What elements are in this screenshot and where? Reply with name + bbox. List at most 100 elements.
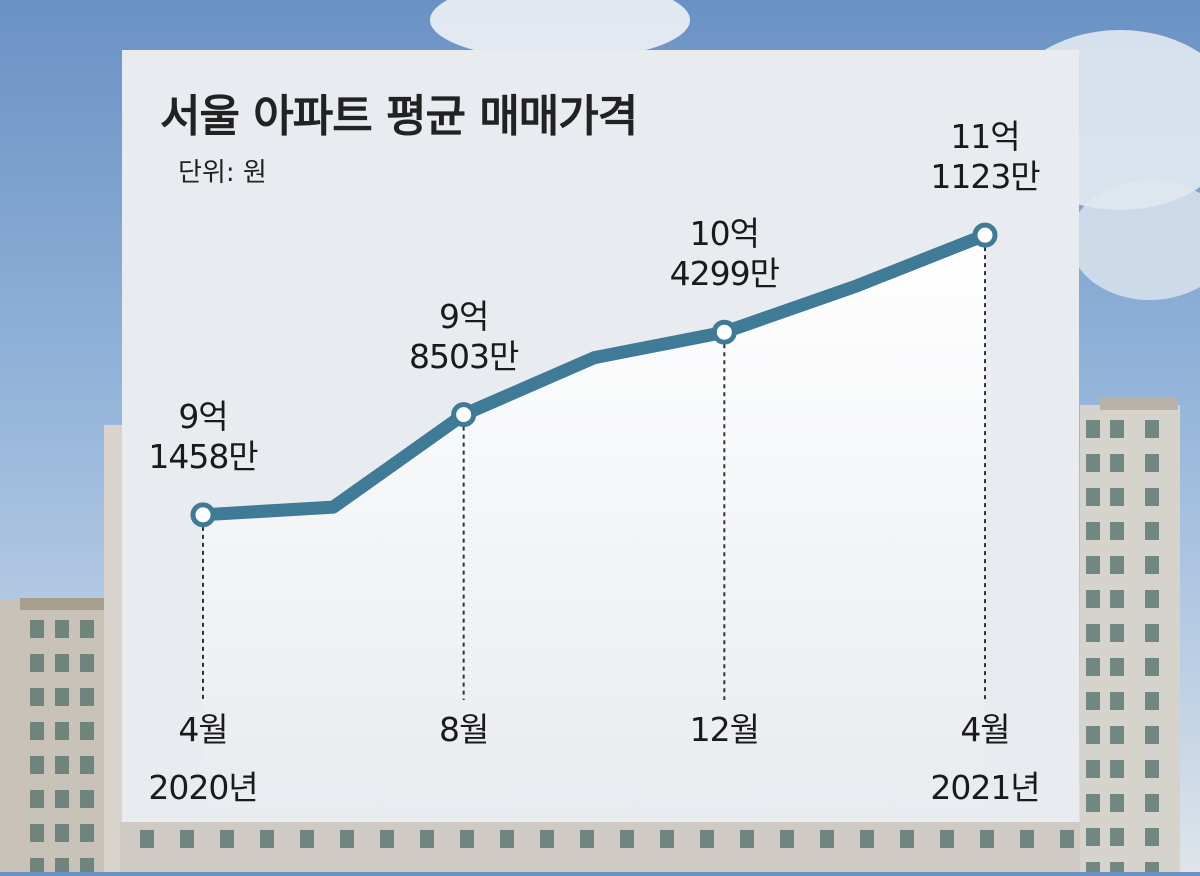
window: [1145, 726, 1159, 744]
building-bottom: [120, 822, 1080, 872]
window: [1145, 522, 1159, 540]
window: [900, 830, 914, 848]
window: [340, 830, 354, 848]
window: [55, 756, 69, 774]
data-label: 10억 4299만: [634, 214, 814, 294]
window: [1020, 830, 1034, 848]
window: [1086, 828, 1100, 846]
series-line: [196, 228, 992, 522]
chart-title: 서울 아파트 평균 매매가격: [160, 91, 638, 142]
window: [500, 830, 514, 848]
window: [140, 830, 154, 848]
cloud: [430, 0, 690, 60]
window: [260, 830, 274, 848]
window: [1110, 760, 1124, 778]
building-roof: [20, 598, 110, 610]
window: [1110, 692, 1124, 710]
window: [1086, 624, 1100, 642]
window: [1145, 794, 1159, 812]
window: [1110, 420, 1124, 438]
window: [55, 620, 69, 638]
window: [80, 722, 94, 740]
window: [30, 790, 44, 808]
window: [80, 824, 94, 842]
window: [30, 722, 44, 740]
data-label-man: 1458만: [148, 436, 258, 476]
window: [1145, 624, 1159, 642]
window: [780, 830, 794, 848]
building-windows: [30, 420, 1159, 876]
window: [1060, 830, 1074, 848]
window: [1110, 658, 1124, 676]
window: [1110, 590, 1124, 608]
window: [1086, 658, 1100, 676]
window: [30, 654, 44, 672]
data-label-man: 1123만: [930, 157, 1040, 197]
window: [1145, 658, 1159, 676]
window: [30, 688, 44, 706]
data-label-man: 8503만: [408, 336, 519, 376]
unit-label: 단위: 원: [178, 158, 267, 188]
window: [1110, 556, 1124, 574]
window: [220, 830, 234, 848]
window: [1110, 794, 1124, 812]
window: [700, 830, 714, 848]
window: [1110, 454, 1124, 472]
window: [1145, 420, 1159, 438]
data-label-eok: 9억: [438, 296, 489, 336]
area-fill: [203, 235, 985, 821]
window: [1086, 760, 1100, 778]
window: [1086, 522, 1100, 540]
window: [30, 756, 44, 774]
window: [1145, 454, 1159, 472]
window: [55, 790, 69, 808]
window: [1145, 590, 1159, 608]
window: [1086, 692, 1100, 710]
x-tick-month: 8월: [438, 710, 489, 749]
window: [540, 830, 554, 848]
window: [1086, 726, 1100, 744]
window: [580, 830, 594, 848]
data-point: [451, 402, 477, 428]
window: [1086, 488, 1100, 506]
window: [1145, 556, 1159, 574]
window: [620, 830, 634, 848]
window: [820, 830, 834, 848]
window: [1145, 488, 1159, 506]
window: [300, 830, 314, 848]
window: [1110, 522, 1124, 540]
data-label-eok: 11억: [950, 117, 1020, 157]
x-tick-year: 2020년: [148, 768, 258, 807]
data-point: [190, 502, 216, 528]
window: [55, 722, 69, 740]
window: [1110, 828, 1124, 846]
window: [55, 654, 69, 672]
data-label: 11억 1123만: [895, 117, 1075, 197]
data-label-eok: 9억: [178, 396, 228, 436]
window: [1086, 794, 1100, 812]
window: [30, 824, 44, 842]
window: [1110, 624, 1124, 642]
window: [180, 830, 194, 848]
x-tick-month: 4월: [178, 710, 228, 749]
building-tower: [104, 425, 122, 872]
window: [940, 830, 954, 848]
window: [1145, 760, 1159, 778]
window: [1086, 590, 1100, 608]
data-point: [711, 319, 737, 345]
window: [460, 830, 474, 848]
window: [1145, 692, 1159, 710]
window: [1086, 556, 1100, 574]
window: [80, 756, 94, 774]
window: [1086, 420, 1100, 438]
window: [1110, 726, 1124, 744]
data-label-man: 4299만: [669, 254, 780, 294]
window: [30, 620, 44, 638]
window: [80, 790, 94, 808]
x-tick-month: 4월: [960, 710, 1010, 749]
data-label: 9억 8503만: [374, 297, 554, 377]
x-tick-month: 12월: [689, 710, 760, 749]
